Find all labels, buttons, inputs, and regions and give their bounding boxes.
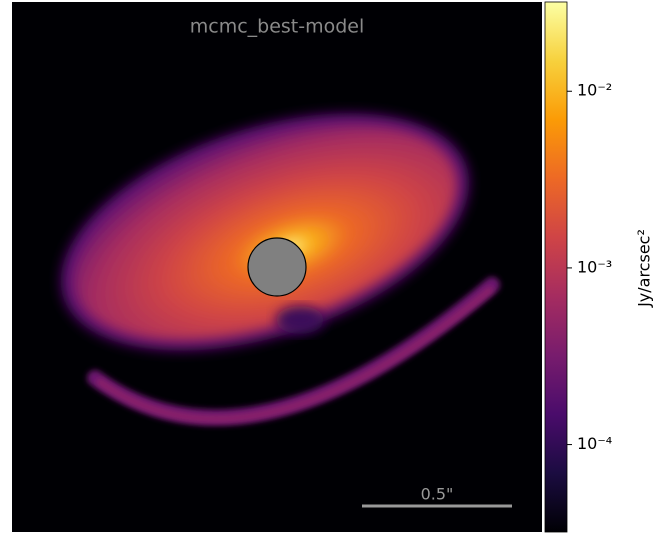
chart-title: mcmc_best-model <box>190 16 365 38</box>
disk-image <box>60 113 500 426</box>
colorbar-tick-label: 10⁻³ <box>577 257 612 276</box>
colorbar-label: Jy/arcsec² <box>635 229 654 308</box>
colorbar-tick-label: 10⁻² <box>577 81 612 100</box>
colorbar <box>544 1 568 533</box>
colorbar-tick-label: 10⁻⁴ <box>577 434 612 453</box>
scale-bar-label: 0.5" <box>421 485 454 504</box>
coronagraph-mask <box>247 237 307 297</box>
